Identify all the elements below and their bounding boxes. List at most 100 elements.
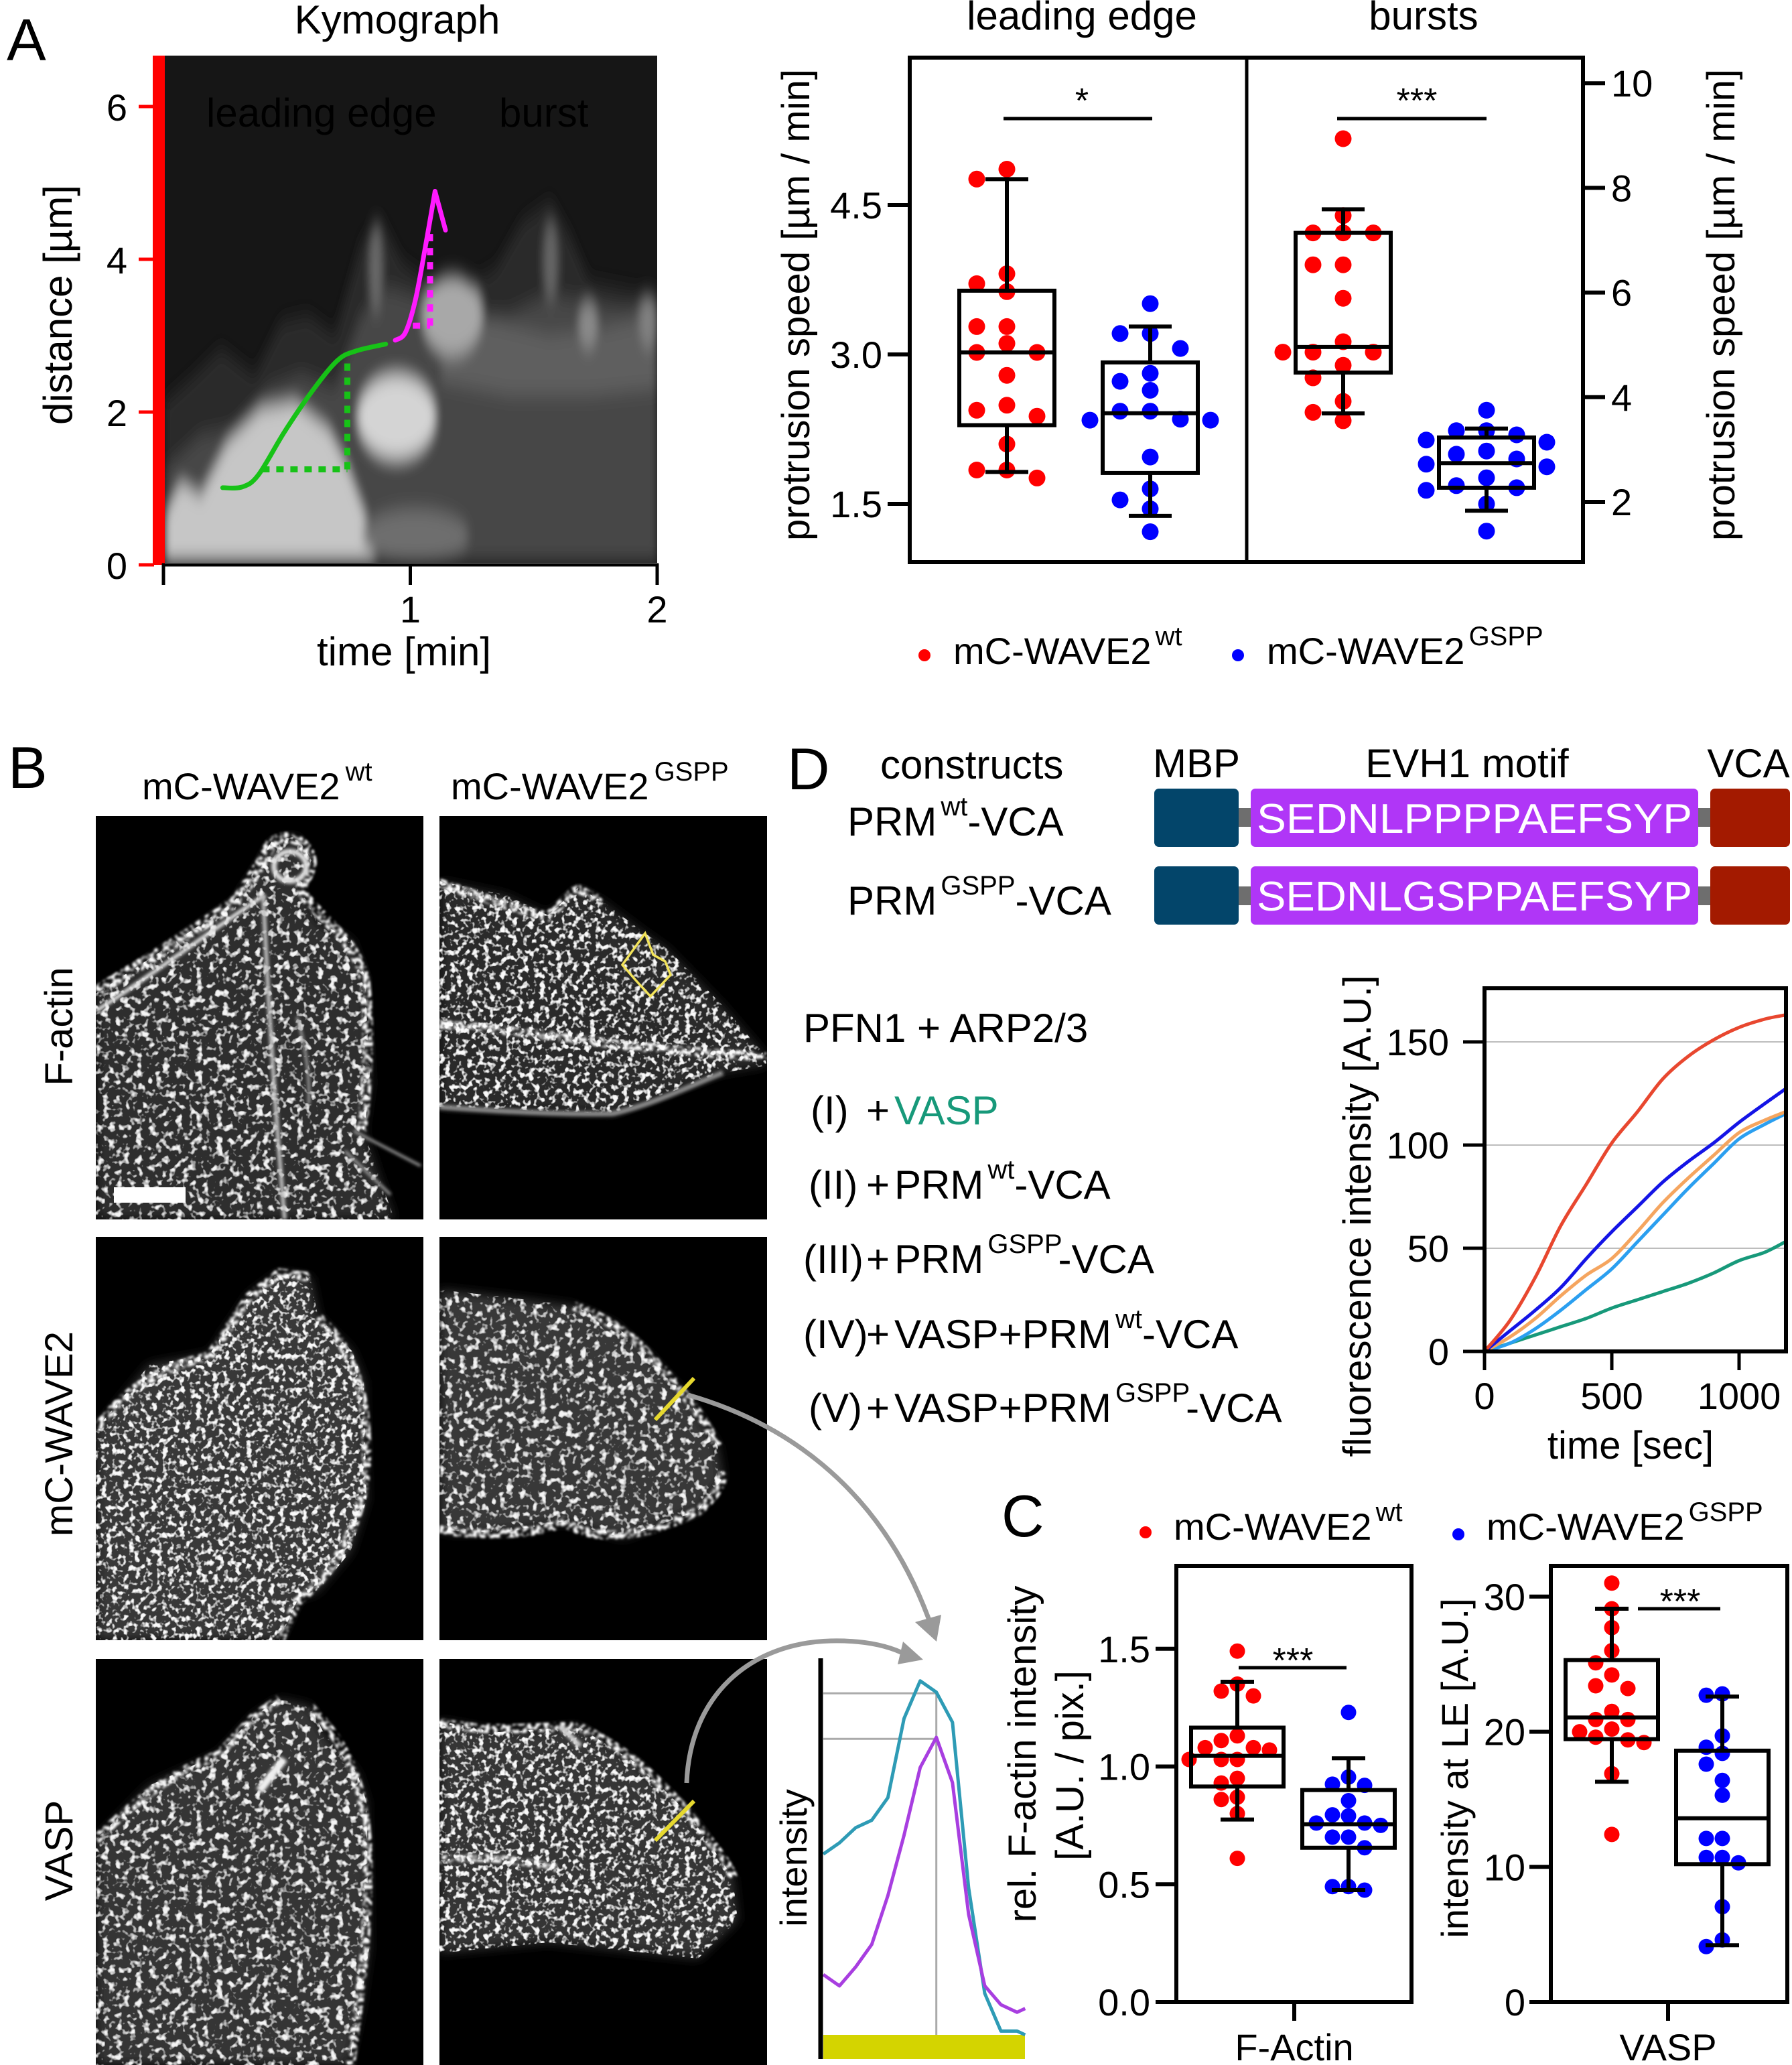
- series-v-vasp-prm-gspp-vca: [1483, 1087, 1786, 1353]
- y-tick-label: 0.5: [1098, 1863, 1150, 1906]
- data-point: [968, 275, 985, 292]
- y-tick-label: 20: [1484, 1711, 1525, 1753]
- mbp-block: [1154, 789, 1239, 847]
- box-iqr: [1564, 1658, 1660, 1741]
- panel-a-kymograph: A Kymograph 0 2 4 6 1 2 time [min] distance […: [7, 0, 668, 674]
- data-point: [1324, 1829, 1340, 1845]
- condition-plus: +: [866, 1088, 890, 1133]
- condition-suffix: -VCA: [1014, 1162, 1110, 1207]
- data-point: [1418, 456, 1435, 473]
- data-point: [998, 335, 1016, 352]
- y-tick-label: 6: [107, 86, 127, 129]
- y-tick-label: 1.0: [1098, 1746, 1150, 1788]
- data-point: [1714, 1849, 1730, 1865]
- kymograph-signal: [165, 201, 657, 563]
- condition-numeral: (V): [809, 1386, 862, 1430]
- row-label-f-actin: F-actin: [38, 967, 81, 1085]
- column-name: mC-WAVE2: [451, 765, 649, 807]
- conditions-header: PFN1 + ARP2/3: [803, 1006, 1088, 1051]
- image-f-actin-wt: [96, 816, 423, 1219]
- data-point: [968, 401, 985, 419]
- trace-line: [393, 189, 437, 343]
- constructs-header: constructs: [880, 742, 1063, 787]
- legend-marker-wt: [1140, 1526, 1152, 1538]
- data-point: [1334, 412, 1352, 429]
- arrow-wave2-to-profile: [687, 1392, 932, 1621]
- data-point: [1111, 491, 1129, 509]
- condition-suffix: -VCA: [1058, 1237, 1154, 1282]
- data-point: [1604, 1575, 1620, 1591]
- y-tick-label-left: 1.5: [830, 483, 882, 525]
- data-point: [1213, 1683, 1229, 1699]
- legend: mC-WAVE2 wt mC-WAVE2 GSPP: [1140, 1497, 1763, 1548]
- construct-name: PRM: [847, 799, 937, 844]
- condition-iv: (IV) + VASP+PRM wt-VCA: [803, 1305, 1238, 1357]
- line-scan-region-bar: [823, 2035, 1025, 2059]
- profile-y-label: intensity: [772, 1789, 815, 1926]
- data-point: [1340, 1705, 1357, 1721]
- arrowhead-icon: [432, 189, 448, 232]
- arrows: [684, 1392, 941, 1784]
- vasp-y-label: intensity at LE [A.U.]: [1434, 1598, 1476, 1938]
- data-point: [1538, 458, 1556, 476]
- construct-suffix: -VCA: [967, 799, 1063, 844]
- condition-main: VASP: [894, 1088, 999, 1133]
- profile-vasp: [822, 1679, 1026, 2037]
- data-point: [1572, 1724, 1588, 1740]
- condition-sup: wt: [987, 1155, 1014, 1185]
- legend-name: mC-WAVE2: [1267, 630, 1465, 672]
- f-actin-y-label-line1: rel. F-actin intensity: [1001, 1586, 1044, 1923]
- condition-main: PRM: [894, 1237, 983, 1282]
- y-tick-label-right: 4: [1611, 377, 1632, 419]
- data-point: [1714, 1830, 1730, 1847]
- condition-plus: +: [866, 1162, 890, 1207]
- y-tick-label: 150: [1387, 1021, 1449, 1063]
- box-iqr: [957, 288, 1056, 427]
- data-point: [1142, 382, 1159, 399]
- data-point: [968, 462, 985, 478]
- panel-title-bursts: bursts: [1369, 0, 1478, 38]
- data-point: [1213, 1733, 1229, 1749]
- panel-label-c: C: [1002, 1483, 1044, 1549]
- series-iii-prm-gspp-vca: [1484, 1112, 1786, 1353]
- line-scan: [653, 1376, 696, 1422]
- line-profile-plot: intensity: [772, 1658, 1026, 2059]
- domain-header-evh1: EVH1 motif: [1365, 741, 1569, 786]
- condition-label: VASP+PRM wt-VCA: [894, 1305, 1238, 1357]
- data-point: [1172, 340, 1189, 357]
- box-swarm-leading-edge-wt: [957, 161, 1056, 486]
- series-ii-prm-wt-vca: [1483, 1110, 1786, 1353]
- construct-name: PRM: [847, 878, 937, 923]
- intensity-marks: 0.0 0.5 1.0 1.5 0 10 20 30: [1098, 1575, 1771, 2023]
- sequence-wt: SEDNLPPPPAEFSYP: [1257, 796, 1692, 842]
- data-point: [1229, 1728, 1245, 1744]
- data-point: [1698, 1849, 1714, 1865]
- construct-label-wt: PRM wt-VCA: [847, 792, 1064, 844]
- condition-main: PRM: [894, 1162, 983, 1207]
- condition-numeral: (II): [809, 1162, 857, 1207]
- box-iqr: [1101, 360, 1200, 475]
- data-point: [1418, 431, 1435, 449]
- roi-outline: [620, 931, 673, 998]
- y-tick-label-right: 10: [1611, 62, 1653, 105]
- trace-line: [220, 342, 389, 490]
- data-point: [998, 367, 1016, 384]
- condition-sup: wt: [1115, 1305, 1142, 1334]
- box-swarm-bursts-wt: [1274, 130, 1393, 429]
- data-point: [1340, 1793, 1357, 1808]
- y-tick-label: 1.5: [1098, 1628, 1150, 1670]
- condition-iii: (III) + PRM GSPP-VCA: [803, 1229, 1154, 1282]
- data-point: [998, 318, 1016, 335]
- box-iqr: [1294, 230, 1393, 375]
- arrowhead-icon: [915, 1615, 941, 1642]
- image-f-actin-gspp: [439, 816, 767, 1219]
- kymograph-y-label: distance [µm]: [36, 185, 80, 425]
- condition-v: (V) + VASP+PRM GSPP-VCA: [809, 1378, 1282, 1430]
- column-header-gspp: mC-WAVE2 GSPP: [451, 757, 729, 807]
- x-tick-label: 2: [646, 588, 667, 630]
- domain-header-vca: VCA: [1707, 741, 1789, 786]
- box-swarm-f-actin-gspp: [1300, 1705, 1397, 1898]
- x-tick-label: 1: [400, 588, 421, 630]
- image-vasp-gspp: [439, 1659, 767, 2065]
